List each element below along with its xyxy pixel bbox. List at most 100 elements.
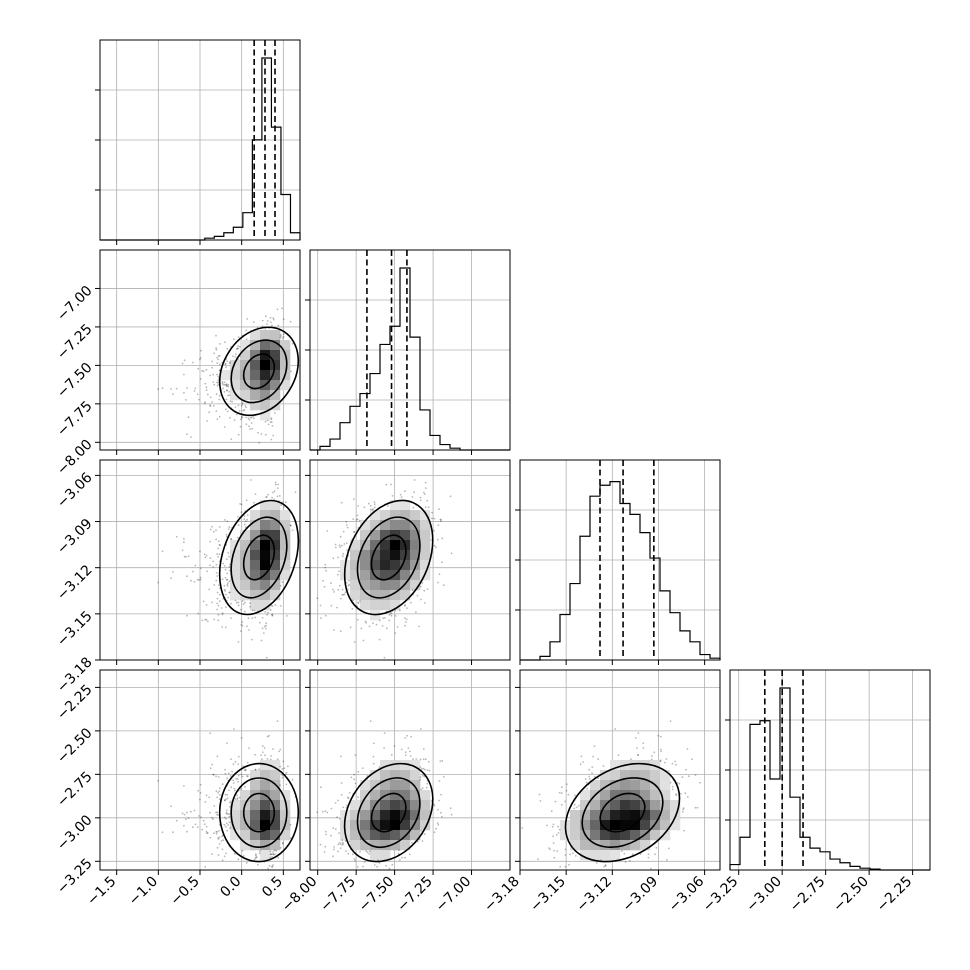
sample-point-2-1 — [423, 493, 426, 495]
sample-point-2-1 — [411, 496, 414, 498]
sample-point-3-1 — [347, 797, 350, 800]
sample-point-1-0 — [226, 347, 229, 350]
sample-point-3-0 — [277, 856, 279, 859]
sample-point-3-0 — [233, 852, 236, 855]
density-cell-3-1 — [400, 770, 411, 781]
sample-point-3-0 — [236, 794, 239, 797]
sample-point-2-1 — [420, 598, 422, 601]
sample-point-3-0 — [281, 776, 284, 779]
sample-point-2-0 — [175, 535, 178, 538]
sample-point-2-1 — [359, 600, 361, 602]
sample-point-3-0 — [241, 775, 244, 778]
sample-point-3-1 — [419, 778, 421, 781]
sample-point-1-0 — [270, 417, 273, 419]
sample-point-2-0 — [190, 579, 192, 582]
density-cell-3-0 — [270, 810, 281, 821]
sample-point-3-2 — [548, 847, 550, 849]
sample-point-2-0 — [213, 584, 216, 586]
sample-point-1-0 — [221, 381, 224, 383]
sample-point-3-2 — [604, 864, 607, 866]
sample-point-3-2 — [582, 761, 584, 763]
sample-point-1-0 — [218, 415, 221, 418]
sample-point-2-0 — [279, 605, 282, 607]
density-cell-3-1 — [390, 780, 401, 791]
sample-point-3-2 — [597, 758, 599, 761]
density-cell-2-0 — [230, 550, 241, 561]
sample-point-2-0 — [228, 591, 231, 594]
sample-point-3-0 — [227, 772, 230, 775]
sample-point-3-1 — [404, 754, 407, 756]
density-cell-2-1 — [400, 520, 411, 531]
sample-point-1-0 — [260, 433, 263, 435]
sample-point-2-0 — [240, 511, 243, 514]
density-cell-1-0 — [230, 360, 241, 371]
sample-point-2-0 — [273, 490, 276, 493]
density-cell-3-1 — [420, 820, 431, 831]
density-cell-3-1 — [380, 780, 391, 791]
sample-point-3-2 — [686, 748, 689, 750]
density-cell-2-1 — [390, 520, 401, 531]
sample-point-3-1 — [437, 808, 439, 811]
sample-point-2-1 — [419, 585, 422, 588]
sample-point-1-0 — [250, 422, 253, 424]
x-tick-label: −1.5 — [84, 874, 119, 909]
sample-point-3-2 — [557, 832, 560, 834]
sample-point-2-0 — [246, 518, 249, 521]
sample-point-2-1 — [400, 496, 403, 498]
density-cell-3-2 — [660, 800, 671, 811]
frames-layer — [99, 39, 931, 871]
sample-point-2-1 — [436, 538, 439, 541]
sample-point-2-0 — [218, 544, 221, 546]
sample-point-2-1 — [437, 581, 439, 584]
sample-point-3-0 — [211, 853, 214, 855]
sample-point-2-0 — [226, 584, 229, 587]
sample-point-3-0 — [212, 818, 215, 821]
density-cell-3-1 — [380, 820, 391, 831]
sample-point-1-0 — [239, 346, 241, 348]
sample-point-2-0 — [218, 553, 221, 556]
x-tick-label: −7.75 — [317, 874, 359, 916]
sample-point-3-1 — [324, 845, 327, 848]
sample-point-3-0 — [244, 785, 246, 788]
sample-point-2-1 — [430, 539, 432, 541]
sample-point-1-0 — [217, 358, 220, 361]
sample-point-1-0 — [232, 355, 235, 357]
contour-3-1-0 — [370, 792, 407, 833]
sample-point-3-1 — [441, 759, 444, 762]
sample-point-1-0 — [245, 329, 248, 332]
sample-point-2-1 — [343, 593, 346, 596]
sample-point-2-0 — [221, 613, 224, 616]
sample-point-2-0 — [204, 618, 207, 621]
sample-point-3-0 — [279, 765, 282, 768]
sample-point-1-0 — [218, 398, 221, 401]
sample-point-1-0 — [219, 343, 221, 345]
sample-point-2-1 — [330, 582, 332, 585]
density-cell-3-2 — [630, 840, 641, 851]
sample-point-3-0 — [240, 788, 242, 791]
density-cell-2-1 — [380, 570, 391, 581]
density-cell-2-1 — [360, 520, 371, 531]
sample-point-3-0 — [232, 763, 235, 766]
sample-point-3-0 — [261, 745, 264, 747]
sample-point-2-0 — [224, 519, 226, 521]
sample-point-2-1 — [353, 641, 356, 643]
sample-point-2-0 — [216, 597, 219, 600]
sample-point-3-0 — [228, 815, 231, 818]
density-cell-3-1 — [390, 790, 401, 801]
density-cell-2-0 — [270, 510, 281, 521]
sample-point-2-1 — [427, 506, 430, 509]
sample-point-2-1 — [373, 506, 376, 509]
density-cell-2-0 — [230, 580, 241, 591]
sample-point-2-0 — [273, 498, 275, 500]
density-cell-2-1 — [370, 530, 381, 541]
sample-point-1-0 — [201, 369, 204, 372]
density-cell-2-0 — [250, 510, 261, 521]
sample-point-2-0 — [229, 563, 231, 566]
density-cell-1-0 — [280, 360, 291, 371]
density-cell-3-2 — [660, 810, 671, 821]
density-cell-3-1 — [410, 800, 421, 811]
sample-point-3-0 — [271, 865, 274, 868]
sample-point-2-1 — [353, 531, 355, 533]
sample-point-1-0 — [239, 425, 242, 428]
sample-point-1-0 — [240, 415, 243, 418]
